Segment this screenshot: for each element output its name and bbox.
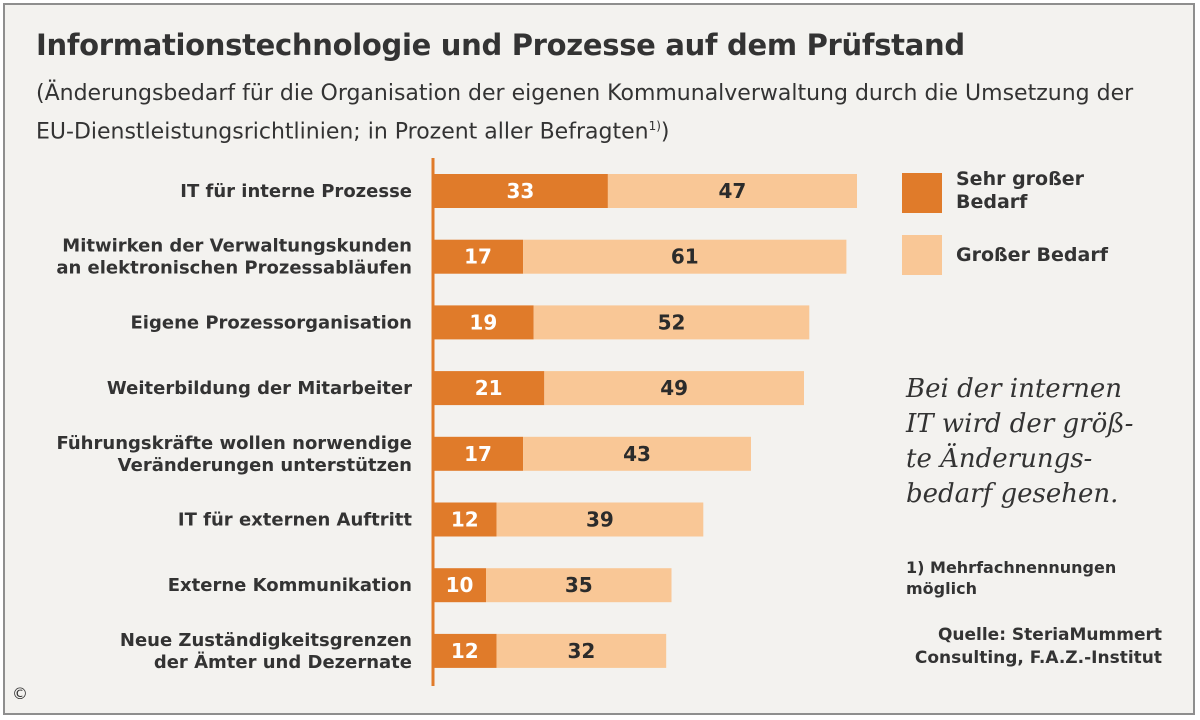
data-label: 17 [464,442,492,466]
chart-title: Informationstechnologie und Prozesse auf… [36,28,965,62]
bar-grosser-bedarf [496,502,704,537]
bar-grosser-bedarf [607,174,857,208]
bar-sehr-grosser-bedarf [433,174,608,208]
category-label: Eigene Prozessorganisation [131,312,412,333]
source-line: Quelle: SteriaMummert [937,625,1162,645]
copyright-symbol: © [12,684,28,703]
data-label: 39 [586,508,614,532]
legend-label-line: Großer Bedarf [956,244,1108,266]
bar-grosser-bedarf [533,305,810,340]
data-label: 49 [660,376,688,400]
data-label: 19 [469,310,497,334]
annotation-line: Bei der internen [906,374,1122,404]
data-label: 10 [446,573,474,597]
legend-label-line: Bedarf [956,191,1028,213]
bar-grosser-bedarf [523,239,847,274]
category-label: Weiterbildung der Mitarbeiter [107,378,412,399]
legend-label-grosser-bedarf: Großer Bedarf [956,244,1136,267]
legend-label-line: Sehr großer [956,168,1085,190]
chart-subtitle: (Änderungsbedarf für die Organisation de… [36,78,1156,148]
data-label: 47 [719,179,747,203]
data-label: 17 [464,245,492,269]
annotation-text: Bei der internen IT wird der größ- te Än… [906,372,1166,512]
subtitle-footnote-marker: 1) [648,119,661,133]
subtitle-text: (Änderungsbedarf für die Organisation de… [36,81,1134,145]
category-label: an elektronischen Prozessabläufen [56,258,412,279]
bar-grosser-bedarf [496,633,667,668]
annotation-line: te Änderungs- [906,444,1093,474]
data-label: 12 [451,508,479,532]
data-label: 52 [658,310,686,334]
data-label: 61 [671,245,699,269]
footnote-line: 1) Mehrfachnennungen [906,558,1117,577]
bar-sehr-grosser-bedarf [433,502,497,537]
data-label: 21 [475,376,503,400]
category-label: Führungskräfte wollen norwendige [56,433,412,454]
category-label: Mitwirken der Verwaltungskunden [62,236,412,257]
bar-grosser-bedarf [544,371,804,406]
footnote: 1) Mehrfachnennungen möglich [906,557,1166,599]
legend-swatch-grosser-bedarf [902,235,942,275]
legend-swatch-sehr-grosser-bedarf [902,173,942,213]
bar-sehr-grosser-bedarf [433,239,524,274]
bar-sehr-grosser-bedarf [433,568,486,603]
data-label: 33 [507,179,535,203]
bar-grosser-bedarf [523,436,751,471]
category-label: Veränderungen unterstützen [118,455,412,476]
legend-label-sehr-grosser-bedarf: Sehr großer Bedarf [956,168,1136,214]
category-label: Neue Zuständigkeitsgrenzen [120,630,412,651]
data-label: 12 [451,639,479,663]
data-label: 35 [565,573,593,597]
category-label: der Ämter und Dezernate [154,651,412,673]
bar-sehr-grosser-bedarf [433,371,545,406]
subtitle-end: ) [660,119,670,145]
footnote-line: möglich [906,579,977,598]
source-line: Consulting, F.A.Z.-Institut [914,648,1162,668]
data-label: 32 [567,639,595,663]
category-label: Externe Kommunikation [168,575,412,596]
data-label: 43 [623,442,651,466]
bar-sehr-grosser-bedarf [433,633,497,668]
bar-grosser-bedarf [486,568,672,603]
category-label: IT für externen Auftritt [178,510,412,531]
annotation-line: IT wird der größ- [906,409,1134,439]
category-label: IT für interne Prozesse [180,181,412,202]
bar-sehr-grosser-bedarf [433,305,534,340]
bar-sehr-grosser-bedarf [433,436,524,471]
source-note: Quelle: SteriaMummert Consulting, F.A.Z.… [900,624,1162,670]
annotation-line: bedarf gesehen. [906,479,1119,509]
